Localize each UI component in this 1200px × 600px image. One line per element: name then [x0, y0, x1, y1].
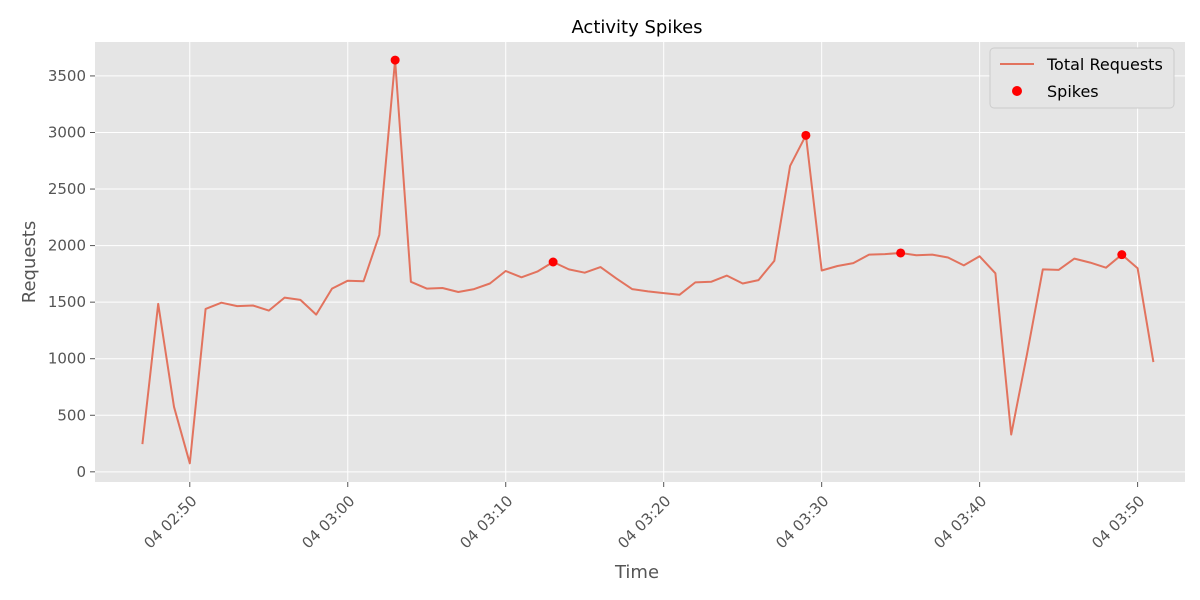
spike-point	[390, 55, 400, 65]
y-tick-label: 3500	[48, 67, 86, 85]
spike-point	[896, 248, 906, 258]
spike-point	[801, 130, 811, 140]
legend-label-total-requests: Total Requests	[1046, 55, 1163, 74]
legend: Total Requests Spikes	[989, 47, 1175, 109]
series-lines	[141, 59, 1155, 465]
y-tick-label: 2500	[48, 180, 86, 198]
y-axis-label: Requests	[19, 221, 40, 304]
y-tick-label: 500	[57, 406, 86, 424]
y-tick-label: 0	[76, 463, 86, 481]
y-axis: 0 500 1000 1500 2000 2500 3000 3500	[48, 67, 95, 481]
y-tick-label: 2000	[48, 237, 86, 255]
plot-area	[95, 42, 1185, 482]
spike-point	[548, 257, 558, 267]
y-tick-label: 1500	[48, 293, 86, 311]
x-axis-label: Time	[614, 562, 659, 583]
chart-title: Activity Spikes	[571, 17, 702, 38]
spike-points	[390, 55, 1127, 267]
total-requests-line	[141, 59, 1155, 465]
y-tick-label: 1000	[48, 350, 86, 368]
y-tick-label: 3000	[48, 123, 86, 141]
spike-point	[1117, 250, 1127, 260]
legend-label-spikes: Spikes	[1047, 82, 1099, 101]
legend-box	[989, 47, 1175, 109]
legend-dot-swatch	[1012, 86, 1022, 96]
